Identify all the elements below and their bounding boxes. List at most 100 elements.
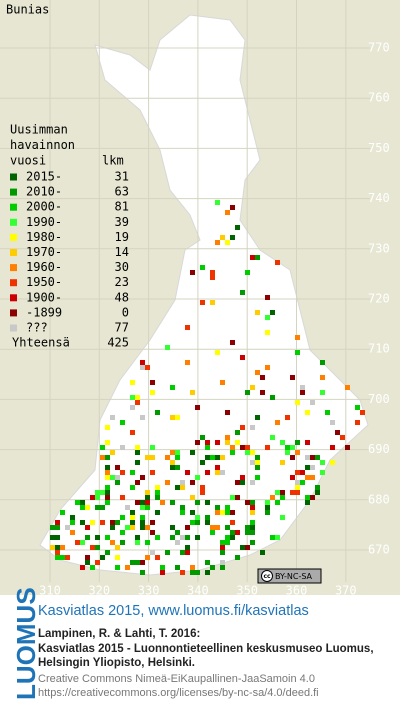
legend-count: 19	[115, 230, 129, 244]
occurrence-square	[180, 510, 185, 515]
occurrence-square	[90, 565, 95, 570]
occurrence-square	[220, 565, 225, 570]
legend-count: 77	[115, 321, 129, 335]
occurrence-square	[145, 495, 150, 500]
occurrence-square	[305, 475, 310, 480]
occurrence-square	[120, 470, 125, 475]
occurrence-square	[110, 415, 115, 420]
legend-swatch	[10, 279, 17, 287]
occurrence-square	[170, 465, 175, 470]
legend-label: 1960-	[26, 260, 62, 274]
occurrence-square	[290, 375, 295, 380]
occurrence-square	[290, 475, 295, 480]
occurrence-square	[285, 415, 290, 420]
occurrence-square	[250, 425, 255, 430]
occurrence-square	[205, 515, 210, 520]
legend-swatch	[10, 309, 17, 317]
occurrence-square	[240, 445, 245, 450]
occurrence-square	[115, 545, 120, 550]
occurrence-square	[235, 495, 240, 500]
occurrence-square	[195, 475, 200, 480]
occurrence-square	[310, 475, 315, 480]
occurrence-square	[115, 465, 120, 470]
occurrence-square	[320, 360, 325, 365]
occurrence-square	[300, 390, 305, 395]
occurrence-square	[110, 540, 115, 545]
occurrence-square	[245, 450, 250, 455]
occurrence-square	[320, 470, 325, 475]
occurrence-square	[315, 490, 320, 495]
occurrence-square	[105, 465, 110, 470]
occurrence-square	[205, 570, 210, 575]
legend-label: 1990-	[26, 215, 62, 229]
occurrence-square	[75, 500, 80, 505]
occurrence-square	[145, 365, 150, 370]
occurrence-square	[305, 410, 310, 415]
occurrence-square	[285, 450, 290, 455]
occurrence-square	[170, 500, 175, 505]
occurrence-square	[145, 490, 150, 495]
occurrence-square	[290, 445, 295, 450]
legend-label: ???	[26, 321, 48, 335]
occurrence-square	[265, 505, 270, 510]
occurrence-square	[255, 370, 260, 375]
occurrence-square	[155, 490, 160, 495]
occurrence-square	[105, 500, 110, 505]
occurrence-square	[100, 455, 105, 460]
occurrence-square	[220, 510, 225, 515]
legend-swatch	[10, 173, 17, 181]
occurrence-square	[120, 420, 125, 425]
occurrence-square	[90, 495, 95, 500]
occurrence-square	[50, 545, 55, 550]
occurrence-square	[295, 350, 300, 355]
occurrence-square	[115, 520, 120, 525]
occurrence-square	[85, 525, 90, 530]
occurrence-square	[230, 205, 235, 210]
occurrence-square	[245, 525, 250, 530]
occurrence-square	[250, 540, 255, 545]
occurrence-square	[280, 460, 285, 465]
occurrence-square	[275, 500, 280, 505]
occurrence-square	[155, 495, 160, 500]
occurrence-square	[265, 500, 270, 505]
occurrence-square	[270, 395, 275, 400]
occurrence-square	[130, 395, 135, 400]
legend-label: 2000-	[26, 200, 62, 214]
occurrence-square	[180, 480, 185, 485]
legend-count: 63	[115, 185, 129, 199]
occurrence-square	[220, 235, 225, 240]
occurrence-square	[150, 520, 155, 525]
occurrence-square	[120, 515, 125, 520]
occurrence-square	[235, 225, 240, 230]
occurrence-square	[135, 480, 140, 485]
occurrence-square	[100, 490, 105, 495]
occurrence-square	[95, 495, 100, 500]
occurrence-square	[110, 450, 115, 455]
occurrence-square	[95, 535, 100, 540]
occurrence-square	[70, 520, 75, 525]
occurrence-square	[265, 510, 270, 515]
occurrence-square	[325, 410, 330, 415]
occurrence-square	[230, 535, 235, 540]
y-grid-label: 750	[368, 141, 390, 155]
species-name: Bunias	[6, 3, 49, 17]
occurrence-square	[220, 380, 225, 385]
occurrence-square	[185, 470, 190, 475]
occurrence-square	[245, 545, 250, 550]
occurrence-square	[275, 490, 280, 495]
occurrence-square	[195, 405, 200, 410]
occurrence-square	[55, 555, 60, 560]
occurrence-square	[295, 480, 300, 485]
occurrence-square	[130, 405, 135, 410]
occurrence-square	[275, 420, 280, 425]
occurrence-square	[250, 480, 255, 485]
occurrence-square	[140, 560, 145, 565]
occurrence-square	[80, 505, 85, 510]
license-badge-text: BY-NC-SA	[275, 572, 313, 581]
occurrence-square	[265, 365, 270, 370]
occurrence-square	[245, 390, 250, 395]
occurrence-square	[140, 505, 145, 510]
occurrence-square	[130, 560, 135, 565]
occurrence-square	[115, 555, 120, 560]
occurrence-square	[65, 525, 70, 530]
